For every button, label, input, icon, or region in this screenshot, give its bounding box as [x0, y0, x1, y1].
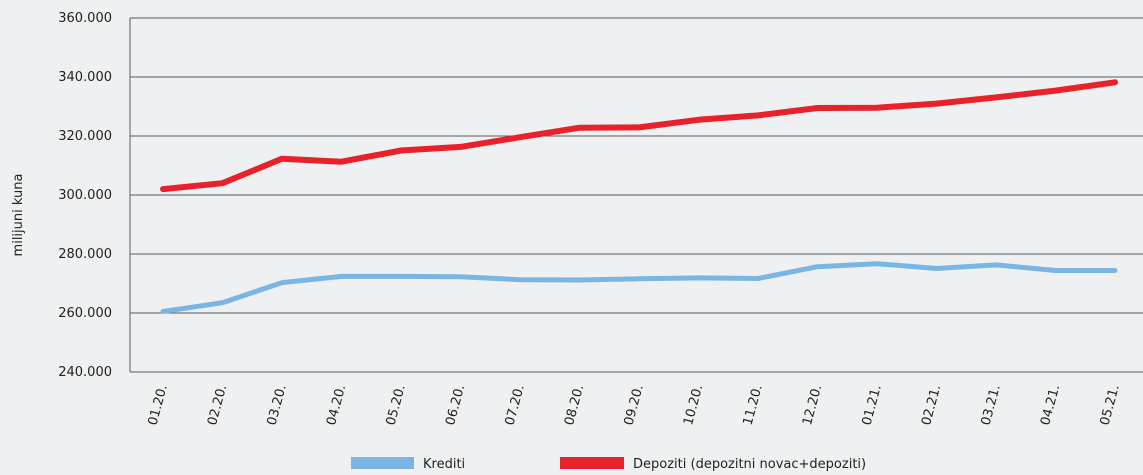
y-axis-ticks: 240.000 260.000 280.000 300.000 320.000 340.0… — [58, 11, 112, 380]
x-tick-label: 10.20. — [681, 383, 706, 427]
y-tick-label: 360.000 — [58, 11, 112, 26]
legend-swatch — [560, 457, 624, 469]
legend-label: Krediti — [423, 457, 465, 472]
x-tick-label: 02.20. — [205, 383, 230, 427]
x-tick-label: 01.20. — [146, 383, 171, 427]
y-tick-label: 280.000 — [58, 247, 112, 262]
x-tick-label: 05.21. — [1098, 383, 1123, 427]
y-tick-label: 240.000 — [58, 365, 112, 380]
x-tick-label: 11.20. — [741, 383, 766, 427]
gridlines — [129, 17, 1143, 373]
x-tick-label: 01.21. — [860, 383, 885, 427]
x-tick-label: 04.20. — [324, 383, 349, 427]
series-line-depoziti — [160, 79, 1118, 193]
y-tick-label: 300.000 — [58, 188, 112, 203]
x-tick-label: 04.21. — [1038, 383, 1063, 427]
legend-swatch — [351, 457, 414, 469]
legend-label: Depoziti (depozitni novac+depoziti) — [633, 457, 866, 472]
x-tick-label: 12.20. — [800, 383, 825, 427]
x-tick-label: 06.20. — [443, 383, 468, 427]
series-lines — [160, 79, 1118, 314]
y-tick-label: 260.000 — [58, 306, 112, 321]
y-axis-label: milijuni kuna — [11, 174, 26, 257]
series-line-krediti — [160, 261, 1118, 314]
x-axis-ticks: 01.20. 02.20. 03.20. 04.20. 05.20. 06.20. 07.2… — [146, 383, 1123, 427]
x-tick-label: 03.20. — [265, 383, 290, 427]
y-tick-label: 320.000 — [58, 129, 112, 144]
x-tick-label: 07.20. — [503, 383, 528, 427]
x-tick-label: 05.20. — [384, 383, 409, 427]
x-tick-label: 02.21. — [919, 383, 944, 427]
y-tick-label: 340.000 — [58, 70, 112, 85]
x-tick-label: 08.20. — [562, 383, 587, 427]
x-tick-label: 03.21. — [979, 383, 1004, 427]
x-tick-label: 09.20. — [622, 383, 647, 427]
legend: Krediti Depoziti (depozitni novac+depozit… — [351, 457, 866, 472]
